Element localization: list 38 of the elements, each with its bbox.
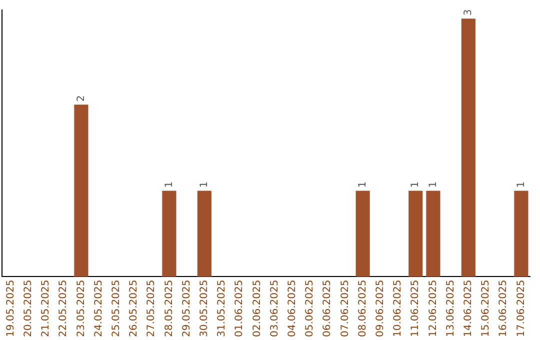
x-tick-label: 12.06.2025	[428, 280, 439, 338]
x-tick-label: 17.06.2025	[516, 280, 527, 338]
x-tick-label: 15.06.2025	[480, 280, 492, 338]
data-label: 1	[198, 181, 210, 188]
data-label: 1	[428, 181, 439, 188]
x-tick-label: 16.06.2025	[498, 280, 510, 338]
data-label: 1	[164, 181, 175, 188]
x-tick-label: 09.06.2025	[374, 280, 386, 338]
x-tick-label: 01.06.2025	[234, 280, 246, 338]
x-tick-label: 23.05.2025	[76, 280, 87, 338]
x-tick-label: 27.05.2025	[146, 280, 158, 338]
x-tick-label: 02.06.2025	[252, 280, 263, 338]
x-tick-label: 06.06.2025	[322, 280, 334, 338]
x-tick-label: 21.05.2025	[40, 280, 52, 338]
x-tick-label: 07.06.2025	[340, 280, 351, 338]
x-tick-label: 05.06.2025	[304, 280, 316, 338]
x-tick-label: 28.05.2025	[164, 280, 175, 338]
data-label: 3	[462, 9, 474, 16]
data-label: 1	[516, 181, 527, 188]
x-tick-label: 11.06.2025	[410, 280, 422, 338]
data-label: 2	[76, 95, 87, 102]
x-tick-label: 19.05.2025	[5, 280, 16, 338]
x-tick-label: 25.05.2025	[110, 280, 122, 338]
x-tick-label: 30.05.2025	[198, 280, 210, 338]
x-tick-label: 20.05.2025	[22, 280, 34, 338]
x-tick-label: 10.06.2025	[392, 280, 404, 338]
data-label: 1	[357, 181, 368, 188]
data-label: 1	[410, 181, 422, 188]
x-tick-label: 24.05.2025	[93, 280, 104, 338]
x-tick-label: 13.06.2025	[445, 280, 456, 338]
x-tick-label: 22.05.2025	[58, 280, 70, 338]
x-tick-label: 29.05.2025	[181, 280, 192, 338]
x-tick-label: 26.05.2025	[128, 280, 140, 338]
x-tick-label: 08.06.2025	[357, 280, 368, 338]
x-tick-label: 04.06.2025	[286, 280, 298, 338]
x-tick-label: 03.06.2025	[269, 280, 280, 338]
x-tick-label: 31.05.2025	[216, 280, 228, 338]
x-tick-label: 14.06.2025	[462, 280, 474, 338]
